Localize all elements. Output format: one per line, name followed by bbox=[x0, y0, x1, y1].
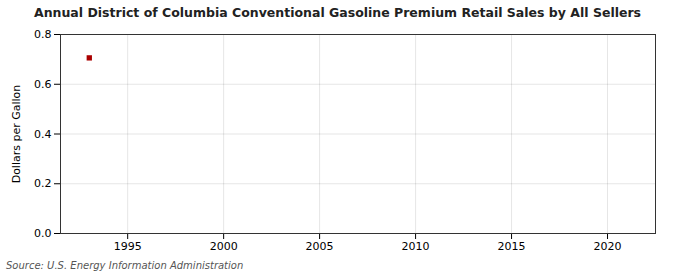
svg-text:2005: 2005 bbox=[306, 240, 334, 253]
svg-text:1995: 1995 bbox=[114, 240, 142, 253]
svg-text:Dollars per Gallon: Dollars per Gallon bbox=[10, 85, 23, 184]
svg-text:0.0: 0.0 bbox=[34, 227, 52, 240]
svg-text:0.4: 0.4 bbox=[34, 128, 52, 141]
svg-text:2020: 2020 bbox=[594, 240, 622, 253]
svg-text:0.2: 0.2 bbox=[34, 177, 52, 190]
svg-text:0.8: 0.8 bbox=[34, 28, 52, 41]
html-text:Annual District of Columbia Co: Annual District of Columbia Conventional… bbox=[34, 5, 641, 20]
svg-text:2010: 2010 bbox=[402, 240, 430, 253]
svg-text:0.6: 0.6 bbox=[34, 78, 52, 91]
svg-text:2015: 2015 bbox=[498, 240, 526, 253]
html-text:Source: U.S. Energy Informatio: Source: U.S. Energy Information Administ… bbox=[6, 260, 244, 271]
svg-text:2000: 2000 bbox=[210, 240, 238, 253]
